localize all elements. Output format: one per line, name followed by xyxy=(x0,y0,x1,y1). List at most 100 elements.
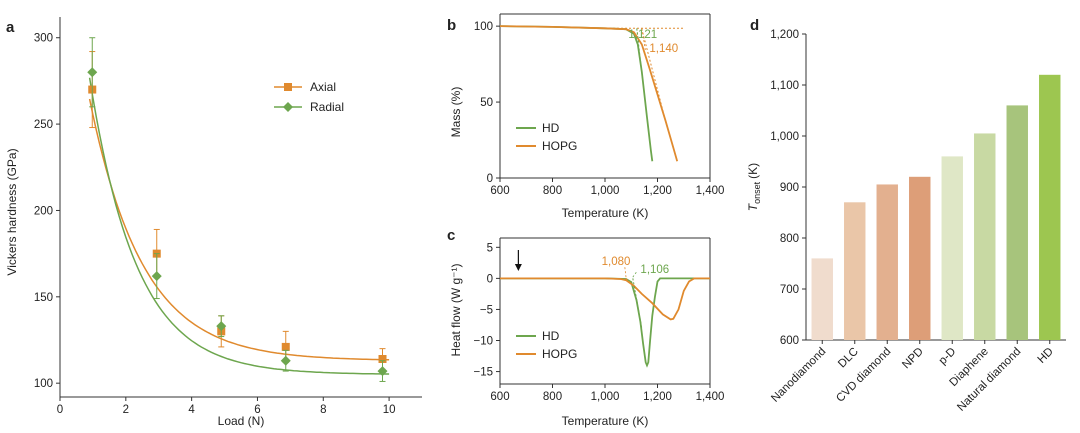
panel-c-y-tick-label: −15 xyxy=(473,367,493,379)
onset-tangent-hd xyxy=(632,278,643,329)
panel-a-y-tick-label: 150 xyxy=(34,292,53,304)
annotation-hd-onset: 1,106 xyxy=(640,264,669,276)
panel-a-y-tick-label: 200 xyxy=(34,205,53,217)
panel-c-x-tick-label: 800 xyxy=(543,391,562,403)
panel-b-x-axis-label: Temperature (K) xyxy=(562,206,649,220)
panel-a-plot-area: 0 2 4 6 8 10 100 150 200 250 300 xyxy=(34,17,422,416)
panel-d-y-axis-label: Tonset (K) xyxy=(746,163,762,211)
panel-d-x-tick-label: Nanodiamond xyxy=(769,346,828,405)
panel-d-y-tick-label: 600 xyxy=(780,335,799,347)
bar-natural-diamond xyxy=(1006,105,1028,341)
panel-a-x-tick-label: 4 xyxy=(188,404,195,416)
data-point-radial xyxy=(87,67,98,78)
panel-d-y-tick-label: 1,200 xyxy=(770,29,799,41)
bar-p-d xyxy=(941,156,963,340)
panel-c-legend: HD HOPG xyxy=(516,329,577,361)
panel-c-heat-flow-vs-temperature: c 600 800 1,000 1,200 1,400 5 0 −5 −10 −15 1,080 1,… xyxy=(447,227,724,428)
annotation-hd-onset: 1,121 xyxy=(628,29,657,41)
panel-c-x-tick-label: 1,000 xyxy=(591,391,620,403)
data-point-radial xyxy=(377,366,388,377)
panel-b-y-tick-label: 0 xyxy=(487,173,493,185)
panel-label-c: c xyxy=(447,227,455,244)
annotation-leader-hopg xyxy=(641,28,647,53)
panel-b-plot-area: 600 800 1,000 1,200 1,400 0 50 100 1,121 1,140 xyxy=(474,13,725,197)
panel-d-onset-temperature-bars: d 600 700 800 900 1,000 1,100 1,200 Nanodiamond… xyxy=(746,17,1066,414)
panel-a-legend: Axial Radial xyxy=(274,80,344,114)
panel-label-d: d xyxy=(750,17,759,34)
annotation-leader-hd xyxy=(632,271,637,278)
legend-b-hopg-label: HOPG xyxy=(542,139,577,153)
panel-b-x-tick-label: 800 xyxy=(543,185,562,197)
panel-c-x-axis-label: Temperature (K) xyxy=(562,414,649,428)
panel-a-x-tick-label: 6 xyxy=(254,404,260,416)
panel-c-x-tick-label: 1,400 xyxy=(696,391,725,403)
bar-cvd-diamond xyxy=(876,184,898,340)
panel-a-y-tick-label: 100 xyxy=(34,378,53,390)
panel-d-x-tick-label: HD xyxy=(1036,346,1056,366)
panel-d-x-tick-label: NPD xyxy=(900,346,926,372)
legend-axial-label: Axial xyxy=(310,80,336,94)
panel-d-y-axis-label-sub: onset xyxy=(752,181,762,204)
legend-radial-label: Radial xyxy=(310,100,344,114)
panel-c-y-tick-label: −5 xyxy=(480,304,493,316)
panel-a-x-axis-label: Load (N) xyxy=(218,414,265,428)
panel-b-x-tick-label: 1,200 xyxy=(643,185,672,197)
panel-b-x-tick-label: 600 xyxy=(490,185,509,197)
panel-a-x-tick-label: 2 xyxy=(123,404,129,416)
panel-d-y-tick-label: 900 xyxy=(780,182,799,194)
panel-a-y-tick-label: 250 xyxy=(34,119,53,131)
panel-d-y-axis-label-main: T xyxy=(746,202,760,211)
panel-b-y-tick-label: 100 xyxy=(474,21,493,33)
panel-a-y-tick-label: 300 xyxy=(34,33,53,45)
legend-radial-marker xyxy=(283,102,293,112)
endotherm-arrow-head xyxy=(514,264,522,271)
panel-b-y-tick-label: 50 xyxy=(480,97,493,109)
annotation-hopg-onset: 1,080 xyxy=(602,256,631,268)
panel-c-x-tick-label: 1,200 xyxy=(643,391,672,403)
data-point-radial xyxy=(280,355,291,366)
data-point-radial xyxy=(151,271,162,282)
series-line-hopg xyxy=(500,277,710,321)
panel-c-plot-area: 600 800 1,000 1,200 1,400 5 0 −5 −10 −15 1,080 1,10… xyxy=(473,237,725,403)
bar-nanodiamond xyxy=(811,258,833,340)
panel-c-x-tick-label: 600 xyxy=(490,391,509,403)
bar-dlc xyxy=(844,202,866,340)
panel-b-x-tick-label: 1,400 xyxy=(696,185,725,197)
annotation-leader-hopg xyxy=(624,265,627,278)
panel-c-y-tick-label: 5 xyxy=(487,242,493,254)
panel-d-x-tick-label: DLC xyxy=(836,346,861,371)
panel-label-a: a xyxy=(6,19,15,36)
series-line-hopg xyxy=(499,25,679,162)
panel-b-mass-vs-temperature: b 600 800 1,000 1,200 1,4000501001,1211,140 … xyxy=(447,13,725,220)
panel-d-y-tick-label: 800 xyxy=(780,233,799,245)
panel-d-y-axis-label-unit: (K) xyxy=(746,163,760,179)
panel-a-y-axis-label: Vickers hardness (GPa) xyxy=(5,148,19,275)
series-line-hd xyxy=(500,277,710,368)
fit-curve-axial-fit xyxy=(88,98,390,361)
fit-curve-radial-fit xyxy=(88,77,390,375)
panel-d-x-tick-label: Natural diamond xyxy=(955,346,1023,414)
panel-label-b: b xyxy=(447,17,456,34)
legend-c-hd-label: HD xyxy=(542,329,560,343)
panel-a-x-tick-label: 10 xyxy=(383,404,396,416)
bar-diaphene xyxy=(974,133,996,340)
legend-c-hopg-label: HOPG xyxy=(542,347,577,361)
panel-d-x-tick-label: p-D xyxy=(937,346,959,368)
data-point-axial xyxy=(378,355,387,363)
panel-d-y-tick-label: 700 xyxy=(780,284,799,296)
panel-d-y-tick-label: 1,000 xyxy=(770,131,799,143)
panel-b-x-tick-label: 1,000 xyxy=(591,185,620,197)
panel-c-y-tick-label: 0 xyxy=(487,273,493,285)
panel-a-x-tick-label: 8 xyxy=(320,404,326,416)
annotation-hopg-onset: 1,140 xyxy=(649,43,678,55)
panel-d-y-tick-label: 1,100 xyxy=(770,80,799,92)
panel-d-plot-area: 600 700 800 900 1,000 1,100 1,200 Nanodiamond DL… xyxy=(769,29,1066,414)
panel-c-y-tick-label: −10 xyxy=(473,336,493,348)
panel-b-legend: HD HOPG xyxy=(516,121,577,153)
legend-axial-marker xyxy=(284,83,292,91)
panel-a-x-tick-label: 0 xyxy=(57,404,63,416)
data-point-axial xyxy=(281,342,290,351)
panel-b-y-axis-label: Mass (%) xyxy=(449,87,463,138)
data-point-radial xyxy=(216,321,227,332)
